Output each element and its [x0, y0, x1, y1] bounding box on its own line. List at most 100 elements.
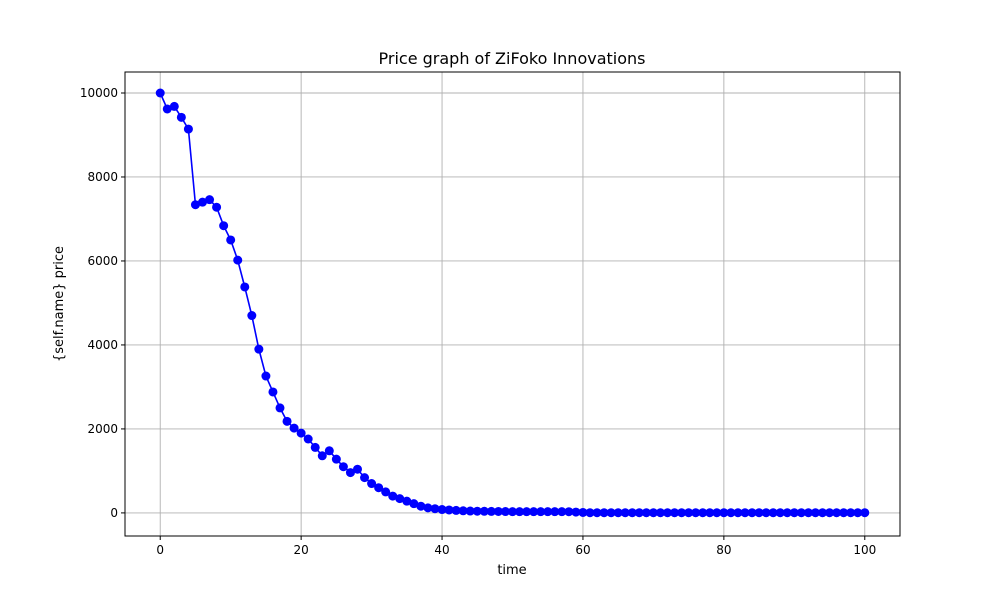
data-point [317, 451, 327, 461]
data-point [296, 428, 306, 438]
data-point [212, 202, 222, 212]
data-point [775, 508, 785, 518]
data-point [691, 508, 701, 518]
data-point [825, 508, 835, 518]
data-point [578, 507, 588, 517]
data-point [465, 506, 475, 516]
data-point [416, 501, 426, 511]
x-tick-label: 20 [293, 543, 308, 557]
x-tick-label: 80 [716, 543, 731, 557]
data-point [472, 506, 482, 516]
data-point [613, 508, 623, 518]
y-tick-label: 10000 [80, 86, 118, 100]
data-point [423, 503, 433, 513]
data-point [550, 507, 560, 517]
data-point [733, 508, 743, 518]
x-axis-label: time [497, 563, 526, 578]
data-point [641, 508, 651, 518]
y-axis-label: {self.name} price [52, 246, 67, 362]
data-point [381, 487, 391, 497]
data-point [254, 344, 264, 354]
data-point [648, 508, 658, 518]
data-point [303, 434, 313, 444]
data-point [634, 508, 644, 518]
data-point [508, 507, 517, 517]
data-point [345, 468, 355, 478]
data-point [705, 508, 715, 518]
data-point [282, 416, 292, 426]
x-tick-label: 100 [853, 543, 876, 557]
series-layer [155, 88, 870, 518]
data-point [670, 508, 680, 518]
data-point [571, 507, 581, 517]
data-point [219, 221, 229, 231]
data-point [832, 508, 842, 518]
data-point [768, 508, 778, 518]
grid-lines [125, 72, 900, 536]
data-point [190, 200, 200, 210]
data-point [479, 506, 489, 516]
data-point [564, 507, 574, 517]
data-point [486, 506, 496, 516]
data-point [796, 508, 806, 518]
y-tick-label: 8000 [87, 170, 118, 184]
data-point [740, 508, 750, 518]
data-point [846, 508, 856, 518]
data-point [374, 483, 384, 493]
data-point [205, 195, 215, 205]
data-point [536, 507, 546, 517]
data-point [367, 479, 377, 489]
data-point [522, 507, 532, 517]
data-point [198, 197, 207, 207]
data-point [515, 507, 525, 517]
chart-title: Price graph of ZiFoko Innovations [379, 49, 646, 68]
data-point [620, 508, 630, 518]
data-point [818, 508, 827, 518]
data-point [233, 255, 243, 265]
data-point [324, 446, 334, 456]
data-point [655, 508, 665, 518]
data-point [853, 508, 863, 518]
data-point [353, 464, 362, 474]
data-point [719, 508, 729, 518]
data-point [360, 473, 370, 483]
data-point [388, 491, 398, 501]
data-point [183, 124, 193, 134]
plot-frame [124, 71, 901, 537]
data-point [839, 508, 849, 518]
data-point [430, 504, 440, 514]
data-point [627, 508, 637, 518]
data-point [761, 508, 771, 518]
series-line [159, 92, 865, 514]
data-point [409, 499, 419, 509]
y-tick-label: 2000 [87, 422, 118, 436]
x-tick-label: 40 [434, 543, 449, 557]
x-tick-label: 60 [575, 543, 590, 557]
data-point [338, 462, 348, 472]
data-point [395, 494, 405, 504]
data-point [268, 387, 278, 397]
y-tick-label: 6000 [87, 254, 118, 268]
data-point [557, 507, 567, 517]
y-tick-label: 4000 [87, 338, 118, 352]
data-point [261, 371, 271, 381]
data-point [444, 505, 454, 515]
data-point [275, 403, 285, 413]
data-point [451, 505, 461, 515]
data-point [747, 508, 757, 518]
data-point [712, 508, 722, 518]
data-point [754, 508, 764, 518]
data-point [599, 508, 609, 518]
data-point [493, 506, 503, 516]
data-point [663, 508, 672, 518]
data-point [437, 505, 447, 515]
data-point [240, 282, 250, 292]
data-point [585, 508, 595, 518]
data-point [226, 235, 236, 245]
data-point [803, 508, 813, 518]
data-point [310, 442, 320, 452]
data-point [684, 508, 694, 518]
y-tick-label: 0 [110, 506, 118, 520]
data-point [289, 423, 299, 433]
data-point [677, 508, 687, 518]
